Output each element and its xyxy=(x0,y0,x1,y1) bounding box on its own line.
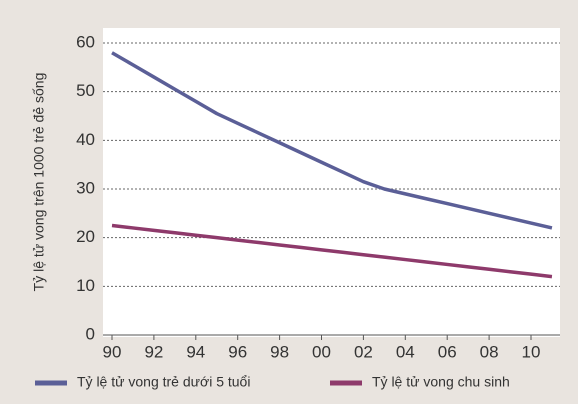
line xyxy=(111,51,553,230)
x-tick-label: 94 xyxy=(186,342,205,361)
x-tick-label: 06 xyxy=(438,342,457,361)
legend-label: Tỷ lệ tử vong chu sinh xyxy=(372,374,510,390)
x-tick-label: 02 xyxy=(354,342,373,361)
y-tick-label: 60 xyxy=(76,32,95,51)
legend-label: Tỷ lệ tử vong trẻ dưới 5 tuổi xyxy=(77,374,250,390)
x-tick-label: 92 xyxy=(144,342,163,361)
y-tick-label: 10 xyxy=(76,276,95,295)
x-tick-label: 10 xyxy=(522,342,541,361)
x-tick-label: 00 xyxy=(312,342,331,361)
x-tick-label: 96 xyxy=(228,342,247,361)
line xyxy=(111,223,553,279)
x-tick-label: 90 xyxy=(103,342,122,361)
x-tick-label: 98 xyxy=(270,342,289,361)
x-tick-label: 04 xyxy=(396,342,415,361)
y-tick-label: 30 xyxy=(76,178,95,197)
y-axis-label: Tỷ lệ tử vong trên 1000 trẻ đẻ sống xyxy=(31,73,47,292)
y-tick-label: 50 xyxy=(76,81,95,100)
plot-area xyxy=(103,28,560,337)
y-tick-label: 40 xyxy=(76,130,95,149)
y-tick-label: 0 xyxy=(86,324,95,343)
y-tick-label: 20 xyxy=(76,227,95,246)
x-tick-label: 08 xyxy=(480,342,499,361)
